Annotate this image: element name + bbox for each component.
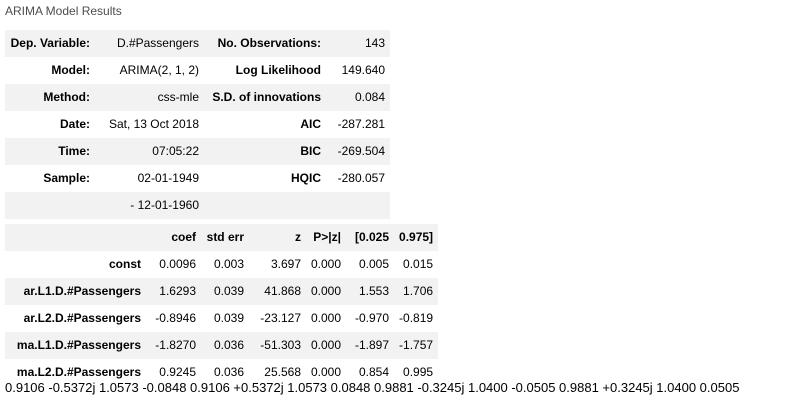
column-header: std err (206, 230, 244, 244)
table-cell: 0.039 (213, 311, 244, 325)
summary-label: Method: (43, 90, 90, 104)
table-cell: 0.003 (213, 257, 244, 271)
row-label: ma.L1.D.#Passengers (16, 338, 141, 352)
table-header-row: coef std err z P>|z| [0.025 0.975] (5, 224, 439, 251)
coefficients-table: coef std err z P>|z| [0.025 0.975] const… (5, 224, 439, 386)
table-row: - 12-01-1960 (5, 192, 390, 219)
column-header: 0.975] (399, 230, 434, 244)
summary-value: -280.057 (337, 171, 385, 185)
summary-value: css-mle (157, 90, 199, 104)
table-row: const 0.0096 0.003 3.697 0.000 0.005 0.0… (5, 251, 439, 278)
table-cell: 3.697 (270, 257, 301, 271)
column-header: coef (171, 230, 196, 244)
roots-text: 0.9106 -0.5372j 1.0573 -0.0848 0.9106 +0… (5, 380, 740, 395)
summary-value: 0.084 (354, 90, 385, 104)
summary-label (5, 192, 95, 219)
table-cell: -1.757 (399, 338, 434, 352)
table-caption: ARIMA Model Results (5, 4, 122, 18)
table-row: Sample: 02-01-1949 HQIC -280.057 (5, 165, 390, 192)
model-summary-table: Dep. Variable: D.#Passengers No. Observa… (5, 30, 390, 219)
table-cell: 0.036 (213, 338, 244, 352)
row-label: ma.L2.D.#Passengers (16, 365, 141, 379)
column-header: z (295, 230, 301, 244)
table-cell: 0.854 (359, 365, 390, 379)
summary-label: Log Likelihood (235, 63, 321, 77)
table-row: ar.L1.D.#Passengers 1.6293 0.039 41.868 … (5, 278, 439, 305)
summary-value: -287.281 (337, 117, 385, 131)
table-cell: 1.706 (403, 284, 434, 298)
table-row: Date: Sat, 13 Oct 2018 AIC -287.281 (5, 111, 390, 138)
row-label: const (108, 257, 141, 271)
summary-label: Time: (58, 144, 90, 158)
summary-label: Sample: (43, 171, 90, 185)
table-row: Method: css-mle S.D. of innovations 0.08… (5, 84, 390, 111)
table-row: ma.L1.D.#Passengers -1.8270 0.036 -51.30… (5, 332, 439, 359)
summary-value: 07:05:22 (152, 144, 199, 158)
summary-value: 143 (364, 36, 385, 50)
summary-value: -269.504 (337, 144, 385, 158)
summary-value: 02-01-1949 (137, 171, 199, 185)
row-label: ar.L1.D.#Passengers (23, 284, 141, 298)
table-cell: 0.000 (311, 338, 342, 352)
table-cell: -51.303 (260, 338, 301, 352)
table-cell: 0.0096 (159, 257, 196, 271)
summary-label: S.D. of innovations (212, 90, 321, 104)
column-header (5, 224, 146, 251)
table-cell: 41.868 (264, 284, 301, 298)
table-cell: 0.039 (213, 284, 244, 298)
table-cell: 0.000 (311, 311, 342, 325)
summary-value: ARIMA(2, 1, 2) (119, 63, 199, 77)
summary-value: - 12-01-1960 (130, 198, 199, 212)
table-cell: -0.8946 (155, 311, 196, 325)
table-cell: 0.000 (311, 284, 342, 298)
table-row: Time: 07:05:22 BIC -269.504 (5, 138, 390, 165)
table-cell: 0.005 (359, 257, 390, 271)
summary-value: 149.640 (341, 63, 385, 77)
table-row: Dep. Variable: D.#Passengers No. Observa… (5, 30, 390, 57)
summary-label (204, 192, 326, 219)
summary-label: AIC (300, 117, 321, 131)
table-cell: 1.553 (359, 284, 390, 298)
table-cell: -1.897 (355, 338, 390, 352)
table-cell: 0.015 (403, 257, 434, 271)
summary-label: Date: (59, 117, 90, 131)
table-cell: 0.995 (403, 365, 434, 379)
summary-label: BIC (300, 144, 321, 158)
table-cell: 25.568 (264, 365, 301, 379)
table-cell: 0.000 (311, 365, 342, 379)
summary-label: HQIC (291, 171, 321, 185)
summary-label: Model: (51, 63, 90, 77)
summary-label: Dep. Variable: (10, 36, 90, 50)
summary-value: Sat, 13 Oct 2018 (108, 117, 199, 131)
table-cell: 0.000 (311, 257, 342, 271)
summary-value (326, 192, 390, 219)
summary-value: D.#Passengers (116, 36, 199, 50)
table-cell: 0.9245 (159, 365, 196, 379)
column-header: P>|z| (313, 230, 342, 244)
table-cell: 0.036 (213, 365, 244, 379)
summary-label: No. Observations: (217, 36, 321, 50)
table-cell: -23.127 (260, 311, 301, 325)
table-row: ar.L2.D.#Passengers -0.8946 0.039 -23.12… (5, 305, 439, 332)
table-row: ma.L2.D.#Passengers 0.9245 0.036 25.568 … (5, 359, 439, 386)
column-header: [0.025 (355, 230, 390, 244)
table-cell: -0.819 (399, 311, 434, 325)
table-cell: -1.8270 (155, 338, 196, 352)
table-cell: -0.970 (355, 311, 390, 325)
table-row: Model: ARIMA(2, 1, 2) Log Likelihood 149… (5, 57, 390, 84)
table-cell: 1.6293 (159, 284, 196, 298)
row-label: ar.L2.D.#Passengers (23, 311, 141, 325)
